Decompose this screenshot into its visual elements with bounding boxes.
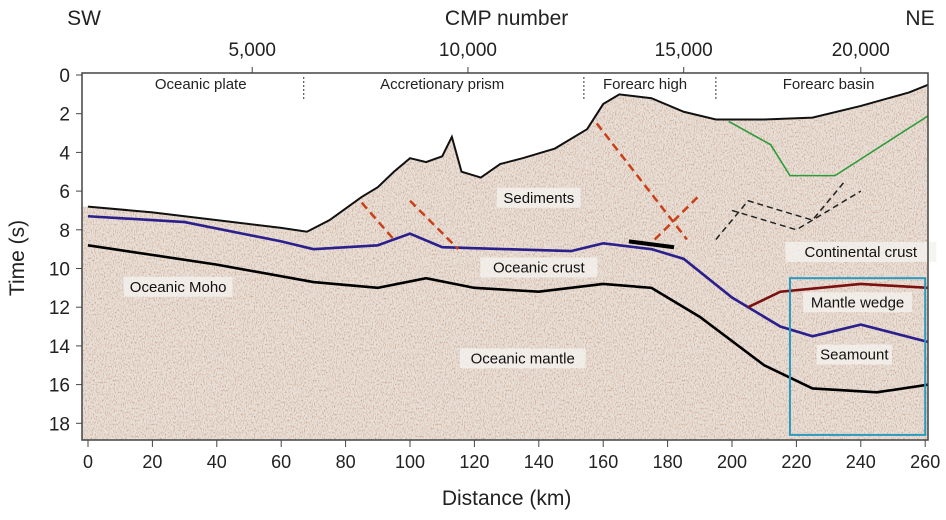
y-tick-label: 16	[49, 376, 70, 397]
top-tick-label: 15,000	[655, 40, 713, 61]
annotation-label: Mantle wedge	[811, 294, 904, 311]
annotation-label: Continental crust	[805, 244, 918, 261]
fault-line	[409, 199, 460, 251]
x-tick-label: 0	[83, 452, 93, 472]
x-tick-label: 260	[910, 452, 940, 472]
annotation-background	[480, 257, 598, 278]
x-tick-label: 100	[395, 452, 425, 472]
annotation-background	[803, 292, 912, 313]
annotation-background	[785, 241, 937, 262]
annotation-background	[816, 344, 892, 365]
fault-line	[360, 201, 395, 241]
zone-label: Forearc high	[603, 76, 687, 93]
y-axis-title: Time (s)	[6, 220, 29, 296]
sw-label: SW	[67, 7, 101, 30]
x-tick-label: 140	[524, 452, 554, 472]
x-tick-label: 220	[781, 452, 811, 472]
annotation-background	[123, 276, 233, 297]
x-tick-label: 180	[653, 452, 683, 472]
y-tick-label: 12	[49, 298, 70, 319]
series-line-oceanic-crust-top	[87, 214, 928, 344]
y-tick-label: 8	[59, 221, 70, 242]
basin-boundary-line	[731, 190, 862, 231]
basin-boundary-line	[715, 180, 846, 240]
annotation-label: Oceanic Moho	[130, 279, 227, 296]
x-tick-label: 20	[142, 452, 162, 472]
y-tick-label: 0	[59, 66, 70, 87]
series-line-seafloor	[87, 83, 928, 233]
x-axis-title: Distance (km)	[442, 487, 572, 510]
zone-label: Accretionary prism	[380, 76, 504, 93]
y-tick-label: 6	[59, 182, 70, 203]
x-tick-label: 200	[717, 452, 747, 472]
annotation-label: Sediments	[503, 190, 574, 207]
plot-frame	[81, 72, 929, 441]
top-tick-label: 10,000	[439, 40, 497, 61]
top-tick-label: 5,000	[228, 40, 276, 61]
annotation-background	[459, 348, 586, 369]
fault-line	[595, 122, 688, 241]
annotation-label: Seamount	[820, 347, 889, 364]
x-tick-label: 40	[207, 452, 227, 472]
top-tick-label: 20,000	[832, 40, 890, 61]
y-tick-label: 18	[49, 414, 70, 435]
annotation-label: Oceanic mantle	[471, 350, 575, 367]
x-tick-label: 60	[271, 452, 291, 472]
x-tick-label: 160	[588, 452, 618, 472]
x-tick-label: 120	[459, 452, 489, 472]
ne-label: NE	[905, 7, 934, 30]
y-tick-label: 10	[49, 260, 70, 281]
fault-line	[653, 194, 701, 241]
y-tick-label: 2	[59, 105, 70, 126]
top-axis-title: CMP number	[445, 7, 568, 30]
x-tick-label: 240	[846, 452, 876, 472]
x-tick-label: 80	[336, 452, 356, 472]
annotation-background	[497, 187, 581, 208]
seamount-highlight-box	[788, 277, 927, 436]
y-tick-label: 14	[49, 337, 71, 358]
y-tick-label: 4	[59, 143, 70, 164]
basin-horizon-line	[728, 114, 928, 177]
annotation-label: Oceanic crust	[493, 259, 586, 276]
series-line-oceanic-moho	[87, 243, 928, 394]
subduction-arrow	[628, 239, 675, 250]
series-line-mantle-wedge-top	[747, 282, 928, 309]
zone-label: Forearc basin	[783, 76, 875, 93]
zone-label: Oceanic plate	[155, 76, 247, 93]
